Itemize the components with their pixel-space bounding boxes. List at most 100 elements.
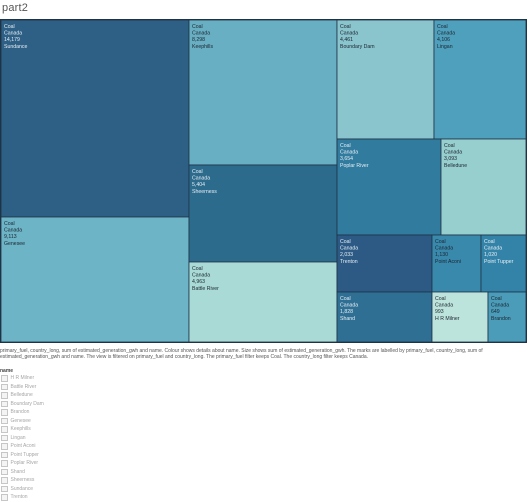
tile-name-label: Boundary Dam bbox=[340, 44, 375, 50]
legend-checkbox[interactable] bbox=[1, 375, 8, 382]
treemap-rect[interactable] bbox=[433, 19, 527, 140]
legend-item[interactable]: Sheerness bbox=[0, 476, 120, 485]
legend-item-label: Genesee bbox=[10, 417, 31, 424]
legend-item[interactable]: Sundance bbox=[0, 485, 120, 494]
legend-item-label: Lingan bbox=[10, 434, 26, 441]
tile-fuel-label: Coal bbox=[435, 239, 446, 245]
legend-title: name bbox=[0, 368, 14, 374]
treemap-rect[interactable] bbox=[336, 234, 433, 293]
legend-checkbox[interactable] bbox=[1, 417, 8, 424]
treemap-rect[interactable] bbox=[0, 216, 190, 343]
tile-country-label: Canada bbox=[491, 303, 509, 309]
treemap-rect[interactable] bbox=[440, 138, 527, 236]
treemap-rect[interactable] bbox=[0, 19, 190, 218]
treemap-rect[interactable] bbox=[336, 19, 435, 140]
legend-checkbox[interactable] bbox=[1, 383, 8, 390]
legend-item[interactable]: Keephills bbox=[0, 425, 120, 434]
legend-checkbox[interactable] bbox=[1, 392, 8, 399]
legend-item[interactable]: Point Tupper bbox=[0, 451, 120, 460]
legend-checkbox[interactable] bbox=[1, 460, 8, 467]
tile-fuel-label: Coal bbox=[340, 239, 351, 245]
treemap-rect[interactable] bbox=[188, 261, 338, 343]
legend-item[interactable]: Shand bbox=[0, 468, 120, 477]
tile-fuel-label: Coal bbox=[340, 24, 351, 30]
legend-item[interactable]: Poplar River bbox=[0, 459, 120, 468]
tile-value-label: 1,020 bbox=[484, 252, 497, 258]
legend-item[interactable]: Boundary Dam bbox=[0, 400, 120, 409]
legend-item[interactable]: Lingan bbox=[0, 434, 120, 443]
legend-checkbox[interactable] bbox=[1, 477, 8, 484]
legend-item-label: Poplar River bbox=[10, 460, 39, 467]
tile-fuel-label: Coal bbox=[192, 169, 203, 175]
tile-value-label: 2,033 bbox=[340, 252, 353, 258]
treemap-rect[interactable] bbox=[487, 291, 527, 343]
tile-name-label: Genesee bbox=[4, 241, 25, 247]
tile-name-label: Brandon bbox=[491, 316, 511, 322]
legend-item[interactable]: H R Milner bbox=[0, 374, 120, 383]
tile-country-label: Canada bbox=[340, 150, 358, 156]
tile-value-label: 993 bbox=[435, 309, 444, 315]
legend-item[interactable]: Belledune bbox=[0, 391, 120, 400]
tile-country-label: Canada bbox=[4, 228, 22, 234]
treemap-chart: CoalCanada14,179SundanceCoalCanada9,113G… bbox=[0, 19, 527, 343]
tile-fuel-label: Coal bbox=[192, 24, 203, 30]
treemap-rect[interactable] bbox=[336, 138, 442, 236]
legend-checkbox[interactable] bbox=[1, 409, 8, 416]
legend-checkbox[interactable] bbox=[1, 400, 8, 407]
tile-country-label: Canada bbox=[4, 31, 22, 37]
treemap-rect[interactable] bbox=[188, 19, 338, 166]
treemap-frame bbox=[0, 19, 527, 343]
legend-checkbox[interactable] bbox=[1, 451, 8, 458]
legend-item-label: Point Aconi bbox=[10, 443, 36, 450]
tile-country-label: Canada bbox=[192, 273, 210, 279]
tile-country-label: Canada bbox=[192, 31, 210, 37]
tile-value-label: 8,298 bbox=[192, 37, 205, 43]
tile-fuel-label: Coal bbox=[340, 296, 351, 302]
tile-name-label: Battle River bbox=[192, 286, 219, 292]
legend-item[interactable]: Battle River bbox=[0, 383, 120, 392]
legend-checkbox[interactable] bbox=[1, 485, 8, 492]
tile-name-label: Keephills bbox=[192, 44, 213, 50]
legend-item-label: Boundary Dam bbox=[10, 400, 44, 407]
treemap-rect[interactable] bbox=[336, 291, 433, 343]
legend-item-label: H R Milner bbox=[10, 375, 35, 382]
legend-item[interactable]: Trenton bbox=[0, 493, 120, 502]
legend-checkbox[interactable] bbox=[1, 468, 8, 475]
tile-fuel-label: Coal bbox=[484, 239, 495, 245]
legend-item[interactable]: Genesee bbox=[0, 417, 120, 426]
tile-value-label: 649 bbox=[491, 309, 500, 315]
treemap-rect[interactable] bbox=[431, 234, 482, 293]
legend-checkbox[interactable] bbox=[1, 443, 8, 450]
tile-value-label: 4,106 bbox=[437, 37, 450, 43]
tile-value-label: 4,461 bbox=[340, 37, 353, 43]
tile-name-label: Trenton bbox=[340, 259, 358, 265]
legend-item-label: Belledune bbox=[10, 392, 33, 399]
legend-checkbox[interactable] bbox=[1, 434, 8, 441]
legend-checkbox[interactable] bbox=[1, 426, 8, 433]
tile-name-label: Shand bbox=[340, 316, 355, 322]
chart-title: part2 bbox=[2, 2, 29, 14]
legend-item-label: Brandon bbox=[10, 409, 30, 416]
tile-country-label: Canada bbox=[435, 303, 453, 309]
legend-item[interactable]: Point Aconi bbox=[0, 442, 120, 451]
treemap-rect[interactable] bbox=[188, 164, 338, 263]
tile-fuel-label: Coal bbox=[4, 221, 15, 227]
tile-name-label: Lingan bbox=[437, 44, 453, 50]
tile-name-label: Belledune bbox=[444, 163, 467, 169]
legend-item[interactable]: Brandon bbox=[0, 408, 120, 417]
